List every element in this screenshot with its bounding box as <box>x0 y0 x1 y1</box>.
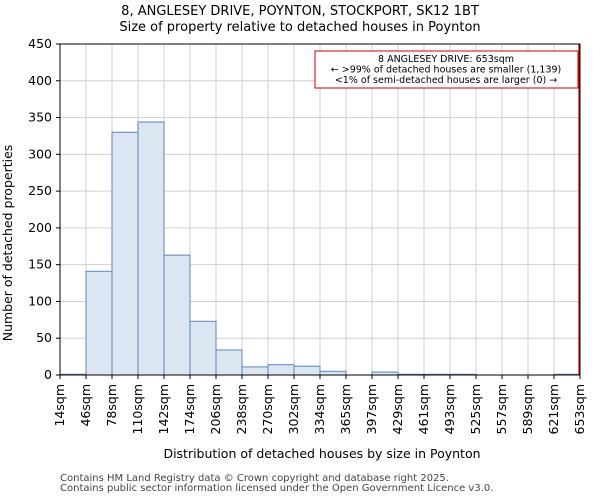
footer-attribution-line-1: Contains HM Land Registry data © Crown c… <box>60 473 449 484</box>
x-tick-label-8: 270sqm <box>260 384 275 434</box>
x-tick-label-4: 142sqm <box>156 384 171 434</box>
bar-78sqm <box>111 131 139 376</box>
y-tick-label-3: 150 <box>28 257 52 272</box>
bar-110sqm <box>137 121 165 376</box>
x-tick-label-19: 621sqm <box>546 384 561 434</box>
x-tick-label-9: 302sqm <box>286 384 301 434</box>
chart-title: 8, ANGLESEY DRIVE, POYNTON, STOCKPORT, S… <box>121 4 479 19</box>
x-tick-label-5: 174sqm <box>182 384 197 434</box>
x-tick-label-16: 525sqm <box>468 384 483 434</box>
bar-302sqm <box>293 365 321 376</box>
x-tick-label-1: 46sqm <box>78 384 93 427</box>
x-axis-label: Distribution of detached houses by size … <box>163 446 480 461</box>
x-tick-label-14: 461sqm <box>416 384 431 434</box>
y-tick-label-6: 300 <box>28 146 52 161</box>
y-tick-label-4: 200 <box>28 220 52 235</box>
bar-174sqm <box>189 320 217 376</box>
y-tick-label-5: 250 <box>28 183 52 198</box>
property-marker: 8 ANGLESEY DRIVE: 653sqm← >99% of detach… <box>314 44 580 375</box>
x-tick-label-6: 206sqm <box>208 384 223 434</box>
y-axis-ticks: 0 50 100 150 200 250 300 350 400 450 <box>28 36 60 382</box>
y-axis-label: Number of detached properties <box>0 145 15 342</box>
x-tick-label-11: 365sqm <box>338 384 353 434</box>
bar-142sqm <box>163 254 191 376</box>
x-tick-label-17: 557sqm <box>494 384 509 434</box>
x-axis-ticks: 14sqm 46sqm 78sqm 110sqm 142sqm 174sqm 206sqm 2… <box>52 375 587 434</box>
y-tick-label-9: 450 <box>28 36 52 51</box>
bar-334sqm <box>319 370 347 376</box>
y-tick-label-7: 350 <box>28 110 52 125</box>
x-tick-label-13: 429sqm <box>390 384 405 434</box>
x-tick-label-2: 78sqm <box>104 384 119 427</box>
x-tick-label-0: 14sqm <box>52 384 67 427</box>
chart-subtitle: Size of property relative to detached ho… <box>119 20 480 35</box>
y-tick-label-8: 400 <box>28 73 52 88</box>
bar-206sqm <box>215 349 243 376</box>
y-tick-label-0: 0 <box>44 367 52 382</box>
annotation-box <box>314 50 579 89</box>
x-tick-label-15: 493sqm <box>442 384 457 434</box>
y-tick-label-2: 100 <box>28 293 52 308</box>
footer-attribution-line-2: Contains public sector information licen… <box>60 483 494 494</box>
annotation-line-2: ← >99% of detached houses are smaller (1… <box>331 65 562 76</box>
x-tick-label-20: 653sqm <box>572 384 587 434</box>
x-tick-label-10: 334sqm <box>312 384 327 434</box>
x-tick-label-12: 397sqm <box>364 384 379 434</box>
bars <box>59 121 581 376</box>
annotation-line-3: <1% of semi-detached houses are larger (… <box>335 75 557 86</box>
x-tick-label-3: 110sqm <box>130 384 145 434</box>
bar-238sqm <box>241 366 269 376</box>
bar-270sqm <box>267 364 295 376</box>
annotation-line-1: 8 ANGLESEY DRIVE: 653sqm <box>378 54 514 65</box>
bar-46sqm <box>85 270 113 376</box>
x-tick-label-18: 589sqm <box>520 384 535 434</box>
y-tick-label-1: 50 <box>36 330 52 345</box>
x-tick-label-7: 238sqm <box>234 384 249 434</box>
